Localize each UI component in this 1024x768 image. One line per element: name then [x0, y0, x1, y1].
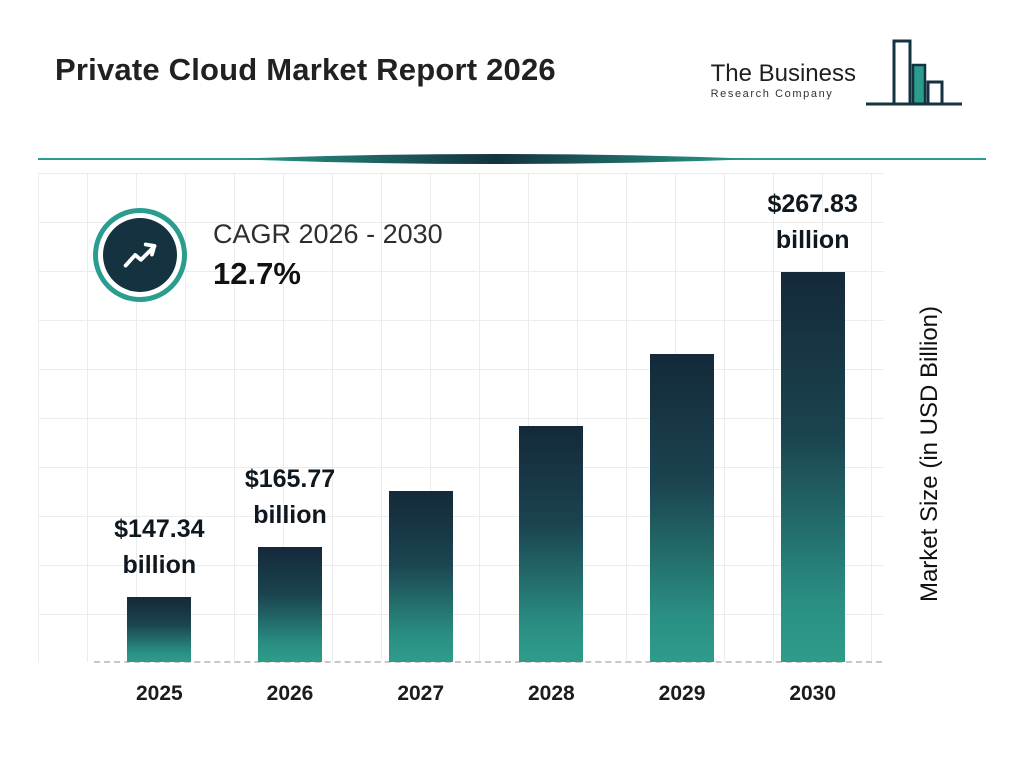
x-axis-label-2030: 2030 — [789, 682, 837, 705]
x-axis-label-2028: 2028 — [527, 682, 575, 705]
bar-value-label-2026: $165.77 billion — [170, 461, 410, 533]
bar-column-2030: $267.83 billion 2030 — [747, 173, 878, 705]
bar-2025 — [127, 597, 192, 662]
bar-value-amount: $165.77 — [244, 465, 336, 493]
bar-value-label-2030: $267.83 billion — [693, 186, 933, 258]
bar-2029 — [650, 354, 715, 662]
bar-2027 — [388, 491, 453, 662]
bar-chart: $147.34 billion 2025 $165.77 billion 2026 2027… — [38, 173, 884, 705]
x-axis-label-2025: 2025 — [135, 682, 183, 705]
bar-column-2026: $165.77 billion 2026 — [225, 173, 356, 705]
bar-2028 — [519, 426, 584, 662]
x-axis-label-2026: 2026 — [266, 682, 314, 705]
logo-text: The Business Research Company — [711, 61, 856, 100]
divider-line — [38, 154, 986, 164]
x-axis-label-2029: 2029 — [658, 682, 706, 705]
bar-value-label-2025: $147.34 billion — [39, 511, 279, 583]
bar-column-2028: 2028 — [486, 173, 617, 705]
cagr-badge: CAGR 2026 - 2030 12.7% — [93, 208, 443, 302]
bar-2030 — [780, 272, 845, 662]
x-axis-label-2027: 2027 — [397, 682, 445, 705]
trending-up-icon — [93, 208, 187, 302]
bar-column-2027: 2027 — [355, 173, 486, 705]
cagr-label: CAGR 2026 - 2030 — [213, 218, 443, 249]
y-axis-title: Market Size (in USD Billion) — [916, 305, 943, 603]
logo-name: The Business — [710, 59, 856, 87]
trending-up-icon-inner — [103, 218, 177, 292]
bar-value-unit: billion — [775, 226, 850, 254]
logo-bars-icon — [866, 39, 962, 106]
bar-value-amount: $147.34 — [114, 515, 205, 543]
bar-column-2025: $147.34 billion 2025 — [94, 173, 225, 705]
logo-subname: Research Company — [710, 88, 834, 100]
cagr-text: CAGR 2026 - 2030 12.7% — [213, 219, 443, 292]
page-title: Private Cloud Market Report 2026 — [55, 52, 556, 87]
bar-value-unit: billion — [253, 501, 327, 529]
bar-columns: $147.34 billion 2025 $165.77 billion 2026 2027… — [38, 173, 884, 705]
bar-column-2029: 2029 — [617, 173, 748, 705]
header: Private Cloud Market Report 2026 The Bus… — [0, 0, 1024, 150]
company-logo: The Business Research Company — [711, 38, 964, 114]
cagr-value: 12.7% — [213, 255, 301, 291]
bar-2026 — [258, 547, 322, 662]
bar-value-amount: $267.83 — [767, 190, 858, 218]
bar-value-unit: billion — [122, 551, 197, 579]
